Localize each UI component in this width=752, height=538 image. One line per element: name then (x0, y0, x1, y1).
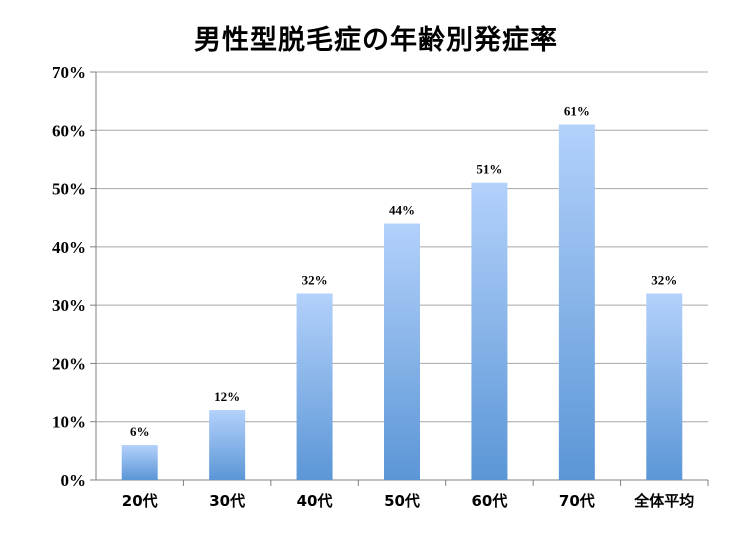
bar (384, 223, 420, 481)
bar (296, 293, 333, 480)
y-tick-label: 50% (52, 180, 86, 199)
data-label: 12% (214, 389, 240, 404)
labels: 0% 10% 20% 30% 40% 50% 60% 70% 6% 20代 12% 30代 32% 40代… (52, 63, 694, 510)
x-tick-label: 20代 (122, 492, 158, 510)
bars (121, 124, 683, 481)
x-tick-label: 40代 (297, 492, 333, 510)
bar (558, 124, 595, 480)
bar (209, 410, 246, 480)
data-label: 32% (302, 272, 328, 287)
bar (646, 293, 683, 480)
data-label: 32% (651, 272, 677, 287)
data-label: 6% (130, 424, 150, 439)
y-tick-label: 30% (52, 296, 86, 315)
x-tick-label: 70代 (559, 492, 595, 510)
y-tick-label: 70% (52, 63, 86, 82)
x-tick-label: 全体平均 (633, 492, 694, 510)
y-tick-label: 40% (52, 238, 86, 257)
y-tick-label: 60% (52, 121, 86, 140)
y-tick-label: 10% (52, 413, 86, 432)
data-label: 61% (564, 103, 590, 118)
bar (121, 445, 158, 480)
data-label: 51% (476, 162, 502, 177)
bar (471, 182, 508, 480)
y-tick-label: 20% (52, 354, 86, 373)
chart-title: 男性型脱毛症の年齢別発症率 (194, 25, 558, 56)
y-tick-label: 0% (61, 471, 87, 490)
x-tick-label: 50代 (384, 492, 420, 510)
x-tick-label: 30代 (209, 492, 245, 510)
x-tick-label: 60代 (471, 492, 507, 510)
data-label: 44% (389, 203, 415, 218)
